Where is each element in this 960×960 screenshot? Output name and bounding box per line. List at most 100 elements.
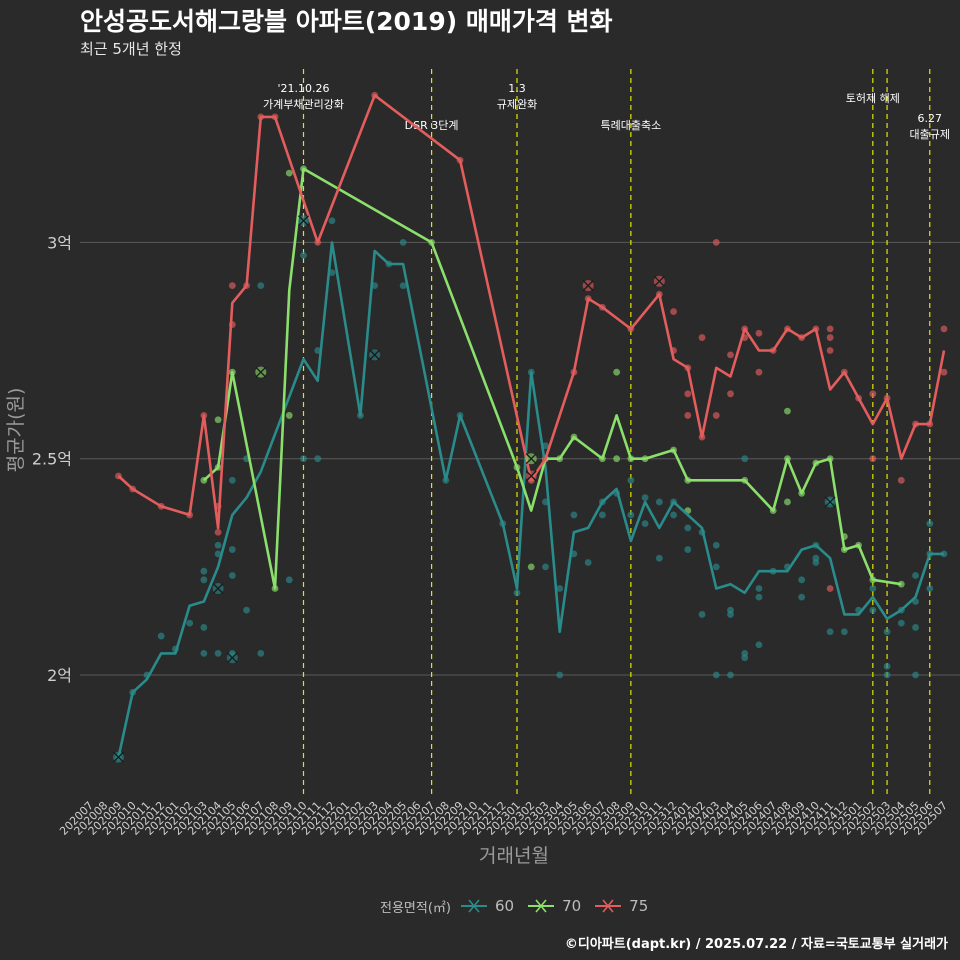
data-point-70 xyxy=(527,563,535,571)
data-point-60 xyxy=(214,550,222,558)
cancelled-cross xyxy=(653,275,665,287)
data-point-60 xyxy=(556,671,564,679)
cancelled-markers xyxy=(112,215,836,763)
data-point-75 xyxy=(826,325,834,333)
data-point-75 xyxy=(826,585,834,592)
data-point-60 xyxy=(655,498,663,506)
data-point-60 xyxy=(712,563,720,571)
data-point-60 xyxy=(214,649,222,657)
cancelled-marker-60 xyxy=(226,652,238,664)
data-point-60 xyxy=(200,567,208,575)
data-point-75 xyxy=(826,347,834,354)
data-point-60 xyxy=(599,511,606,519)
data-point-60 xyxy=(641,494,649,502)
data-point-60 xyxy=(228,476,236,484)
data-point-60 xyxy=(584,559,592,566)
grid-lines xyxy=(80,241,960,676)
cancelled-cross xyxy=(369,349,381,361)
data-point-60 xyxy=(300,251,307,259)
series-lines xyxy=(117,94,946,758)
data-point-70 xyxy=(285,169,293,177)
event-label: 특례대출축소 xyxy=(600,119,661,132)
x-axis-label: 거래년월 xyxy=(479,845,549,867)
data-point-60 xyxy=(641,520,649,527)
legend: 전용면적(㎡) 60 70 75 xyxy=(380,896,660,916)
data-point-75 xyxy=(684,390,692,398)
legend-label-70: 70 xyxy=(562,897,582,915)
data-point-60 xyxy=(328,217,336,225)
event-label: 토허제 해제 xyxy=(846,91,900,105)
legend-key-75 xyxy=(595,899,622,913)
event-label: '21.10.26 xyxy=(277,82,329,95)
data-point-60 xyxy=(228,572,236,579)
data-point-60 xyxy=(556,585,564,592)
data-point-75 xyxy=(228,282,236,290)
legend-key-70 xyxy=(528,899,555,913)
data-point-60 xyxy=(926,520,934,527)
event-label: 규제완화 xyxy=(497,98,537,111)
cancelled-marker-75 xyxy=(582,280,594,292)
source-caption: ©디아파트(dapt.kr) / 2025.07.22 / 자료=국토교통부 실… xyxy=(564,937,948,952)
data-point-60 xyxy=(314,455,322,463)
data-point-75 xyxy=(940,325,948,333)
y-axis-label: 평균가(원) xyxy=(5,388,27,473)
series-line-70 xyxy=(203,167,902,590)
data-point-60 xyxy=(883,662,891,670)
cancelled-cross xyxy=(113,751,124,763)
cancelled-marker-60 xyxy=(212,582,224,594)
data-point-60 xyxy=(627,476,635,484)
cancelled-marker-75 xyxy=(653,275,665,287)
data-point-60 xyxy=(200,576,208,584)
data-point-75 xyxy=(214,528,222,536)
data-point-60 xyxy=(755,593,763,601)
data-point-70 xyxy=(784,407,791,415)
series-line-60 xyxy=(117,241,944,758)
legend-item-75: 75 xyxy=(593,896,648,916)
series-line-75 xyxy=(117,94,946,530)
data-point-75 xyxy=(755,368,763,376)
cancelled-cross xyxy=(212,583,224,594)
chart-title: 안성공도서해그랑블 아파트(2019) 매매가격 변화 xyxy=(80,7,613,36)
legend-item-70: 70 xyxy=(526,896,581,916)
cancelled-cross xyxy=(255,366,267,378)
data-point-60 xyxy=(712,671,720,679)
data-point-60 xyxy=(883,628,891,636)
data-point-70 xyxy=(784,498,791,506)
data-point-75 xyxy=(727,351,734,359)
data-point-60 xyxy=(712,541,720,549)
y-axis-ticks: 2억 2.5억 3억 xyxy=(32,233,72,685)
data-point-60 xyxy=(186,619,194,627)
data-point-60 xyxy=(698,611,706,618)
data-point-75 xyxy=(897,476,905,484)
data-point-60 xyxy=(798,576,806,584)
legend-item-60: 60 xyxy=(459,896,514,916)
data-point-60 xyxy=(627,511,635,519)
cancelled-cross xyxy=(824,496,836,508)
x-axis-ticks: 2020072020082020092020102020112020122021… xyxy=(57,799,950,838)
y-tick-label: 2.5억 xyxy=(32,450,72,469)
event-label: 1.3 xyxy=(508,82,526,95)
cancelled-marker-75 xyxy=(525,470,537,482)
cancelled-marker-60 xyxy=(369,349,381,361)
legend-key-cross xyxy=(468,899,480,913)
data-point-60 xyxy=(926,585,934,592)
data-point-60 xyxy=(655,554,663,562)
legend-label-75: 75 xyxy=(629,897,649,915)
chart-subtitle: 최근 5개년 한정 xyxy=(80,40,182,58)
legend-key-cross xyxy=(602,899,614,913)
data-point-60 xyxy=(399,238,407,246)
data-point-75 xyxy=(727,390,734,398)
data-point-60 xyxy=(243,606,250,614)
cancelled-cross xyxy=(298,215,309,227)
cancelled-cross xyxy=(525,470,537,482)
legend-key-60 xyxy=(460,899,487,913)
data-point-60 xyxy=(300,455,307,463)
data-point-60 xyxy=(840,628,848,636)
legend-label-60: 60 xyxy=(494,897,515,915)
y-tick-label: 2억 xyxy=(47,666,72,685)
data-point-75 xyxy=(869,390,877,398)
data-point-70 xyxy=(613,368,621,376)
data-point-70 xyxy=(214,416,222,424)
data-point-60 xyxy=(869,585,877,592)
